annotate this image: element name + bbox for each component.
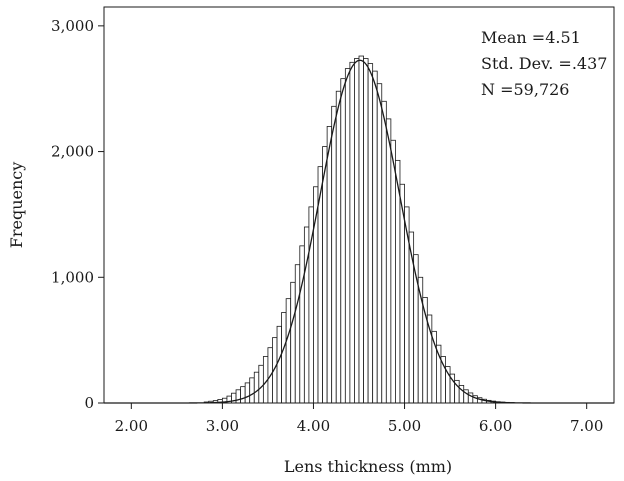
histogram-bar: [253, 371, 260, 404]
plot-frame: [103, 6, 615, 404]
y-tick-label: 1,000: [51, 268, 94, 286]
histogram-bar: [372, 70, 378, 404]
x-tick-label: 2.00: [115, 417, 148, 435]
mean-stat: Mean =4.51: [481, 28, 581, 47]
histogram-bar: [395, 159, 401, 404]
histogram-bar: [376, 83, 383, 404]
y-tick-label: 2,000: [51, 143, 94, 161]
histogram-bar: [281, 312, 287, 404]
histogram-bar: [258, 364, 264, 404]
histogram-bar: [290, 281, 296, 404]
histogram-bar: [249, 377, 255, 404]
histogram-bar: [276, 325, 282, 404]
histogram-bar: [299, 245, 305, 404]
histogram-bar: [358, 55, 364, 404]
histogram-bars: [203, 55, 515, 404]
y-tick-label: 0: [84, 394, 94, 412]
x-tick-label: 3.00: [206, 417, 239, 435]
histogram-bar: [349, 61, 355, 404]
x-tick-label: 4.00: [297, 417, 330, 435]
histogram-bar: [404, 206, 410, 404]
x-tick-label: 6.00: [479, 417, 512, 435]
x-tick-label: 7.00: [570, 417, 603, 435]
x-axis-ticks: 2.00 3.00 4.00 5.00 6.00 7.00: [115, 403, 603, 435]
histogram-bar: [385, 118, 392, 404]
y-tick-label: 3,000: [51, 17, 94, 35]
histogram-bar: [331, 105, 337, 404]
histogram-bar: [340, 78, 346, 404]
histogram-bar: [363, 58, 369, 404]
statistics-box: Mean =4.51 Std. Dev. =.437 N =59,726: [481, 28, 607, 99]
histogram-bar: [408, 231, 415, 404]
histogram-bar: [390, 139, 396, 404]
y-axis-label: Frequency: [7, 162, 26, 249]
histogram-bar: [354, 58, 360, 404]
histogram-bar: [344, 68, 351, 404]
histogram-bar: [240, 386, 246, 404]
histogram-bar: [294, 264, 301, 404]
std-dev-stat: Std. Dev. =.437: [481, 54, 607, 73]
histogram-bar: [335, 90, 342, 404]
y-axis-ticks: 0 1,000 2,000 3,000: [51, 17, 104, 412]
n-stat: N =59,726: [481, 80, 569, 99]
histogram-bar: [322, 146, 328, 404]
x-axis-label: Lens thickness (mm): [284, 457, 452, 476]
histogram-bar: [244, 382, 251, 404]
histogram-bar: [326, 126, 333, 404]
histogram-bar: [235, 389, 242, 404]
x-tick-label: 5.00: [388, 417, 421, 435]
histogram-bar: [381, 100, 387, 404]
histogram-bar: [285, 298, 292, 404]
histogram-bar: [367, 63, 374, 404]
